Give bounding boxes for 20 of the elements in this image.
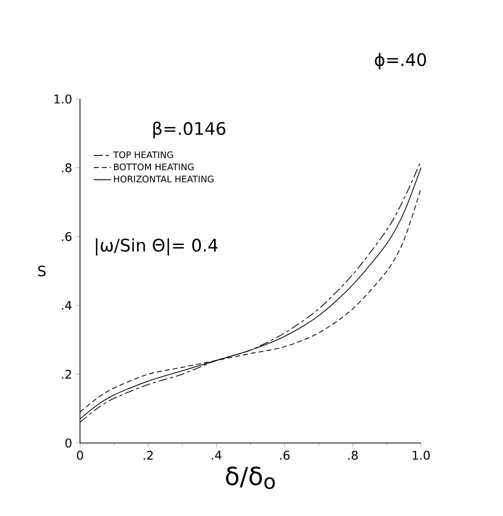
legend-label: HORIZONTAL HEATING bbox=[114, 176, 214, 182]
legend-label: TOP HEATING bbox=[113, 151, 173, 158]
x-tick-label: .2 bbox=[144, 450, 153, 460]
y-tick-label: 1.0 bbox=[54, 94, 72, 104]
x-axis-title: δ/δ$_{o}$ bbox=[226, 466, 275, 490]
x-tick-label: .8 bbox=[348, 450, 358, 460]
x-tick-label: 0 bbox=[76, 450, 84, 460]
x-tick-label: 1.0 bbox=[412, 450, 430, 460]
x-tick-label: .4 bbox=[212, 450, 222, 460]
y-axis-title: S bbox=[38, 266, 46, 276]
chart-title: ϕ=.40 bbox=[374, 52, 426, 70]
annotation: |ω/Sin Θ|= 0.4 bbox=[96, 238, 218, 256]
annotation: β=.0146 bbox=[153, 122, 226, 138]
y-tick-label: .6 bbox=[62, 232, 72, 242]
x-tick-label: .6 bbox=[280, 450, 290, 460]
legend-label: BOTTOM HEATING bbox=[114, 163, 194, 170]
y-tick-label: .4 bbox=[62, 301, 72, 310]
y-tick-label: .8 bbox=[62, 163, 72, 172]
y-tick-label: .2 bbox=[62, 370, 72, 379]
y-tick-label: 0 bbox=[65, 438, 72, 448]
